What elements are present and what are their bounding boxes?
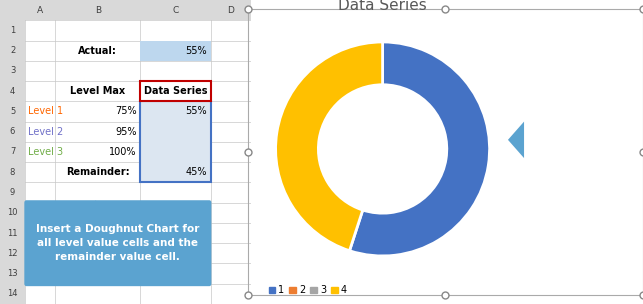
Wedge shape xyxy=(350,42,489,256)
Text: 12: 12 xyxy=(7,249,18,258)
Bar xyxy=(0,0,251,20)
Bar xyxy=(140,81,211,101)
Text: 11: 11 xyxy=(7,229,18,237)
Text: 45%: 45% xyxy=(185,167,207,177)
Text: 5: 5 xyxy=(10,107,15,116)
Text: The bars for the
blank cells will
NOT be displayed
on the chart.: The bars for the blank cells will NOT be… xyxy=(523,117,631,169)
Text: 55%: 55% xyxy=(185,106,207,116)
Text: 8: 8 xyxy=(10,168,15,177)
Bar xyxy=(140,101,211,182)
Text: Level 3: Level 3 xyxy=(28,147,63,157)
Bar xyxy=(140,40,211,61)
Text: Level 2: Level 2 xyxy=(28,127,63,137)
Polygon shape xyxy=(508,122,524,158)
Text: 13: 13 xyxy=(7,269,18,278)
Text: 7: 7 xyxy=(10,147,15,157)
Text: 14: 14 xyxy=(7,289,18,298)
Text: 55%: 55% xyxy=(185,46,207,56)
Legend: 1, 2, 3, 4: 1, 2, 3, 4 xyxy=(265,282,350,299)
Text: 10: 10 xyxy=(7,208,18,217)
FancyBboxPatch shape xyxy=(24,200,212,286)
Text: 3: 3 xyxy=(10,67,15,75)
Text: 6: 6 xyxy=(10,127,15,136)
Text: 75%: 75% xyxy=(115,106,137,116)
Text: 100%: 100% xyxy=(109,147,137,157)
Text: 95%: 95% xyxy=(115,127,137,137)
Text: 4: 4 xyxy=(10,87,15,96)
Text: B: B xyxy=(95,6,101,15)
Text: 1: 1 xyxy=(10,26,15,35)
Text: Insert a Doughnut Chart for
all level value cells and the
remainder value cell.: Insert a Doughnut Chart for all level va… xyxy=(36,224,199,262)
Wedge shape xyxy=(276,42,383,251)
Polygon shape xyxy=(79,201,113,209)
Text: Level Max: Level Max xyxy=(70,86,125,96)
Text: Remainder:: Remainder: xyxy=(66,167,130,177)
Title: Data Series: Data Series xyxy=(338,0,427,13)
Text: C: C xyxy=(172,6,179,15)
Bar xyxy=(0,0,25,304)
Text: A: A xyxy=(37,6,43,15)
Text: Actual:: Actual: xyxy=(78,46,117,56)
Text: Level 1: Level 1 xyxy=(28,106,63,116)
Text: 2: 2 xyxy=(10,46,15,55)
Text: 9: 9 xyxy=(10,188,15,197)
Text: D: D xyxy=(227,6,234,15)
Text: Data Series: Data Series xyxy=(144,86,207,96)
